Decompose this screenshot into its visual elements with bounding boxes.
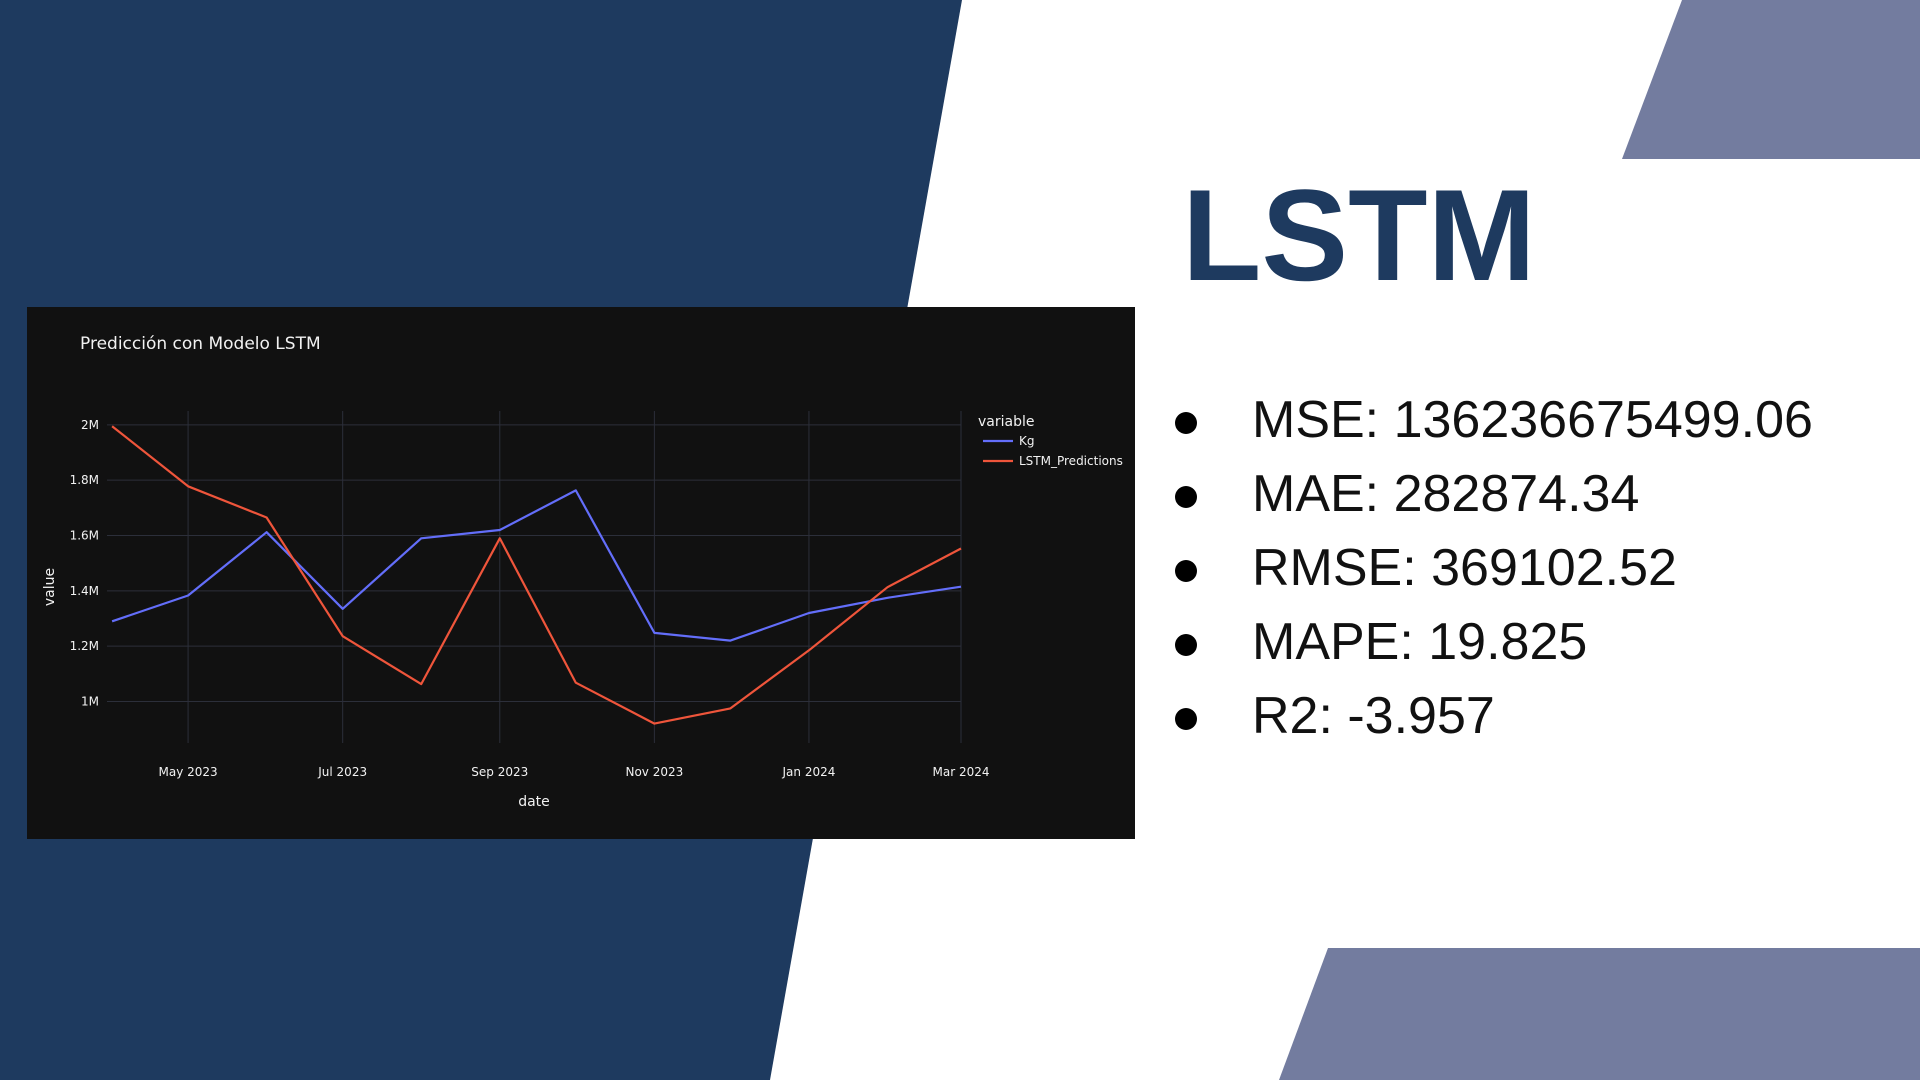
metric-r2: R2: -3.957 <box>1168 679 1813 753</box>
y-tick-label: 1.6M <box>70 529 99 543</box>
bullet-icon <box>1175 560 1197 582</box>
bullet-icon <box>1175 634 1197 656</box>
y-tick-label: 1M <box>81 695 99 709</box>
slate-shape-bottom-right <box>1279 948 1920 1080</box>
series-line-lstm_predictions <box>111 425 962 725</box>
axis-labels: 1M 1.2M 1.4M 1.6M 1.8M 2M May 2023 Jul 2023 Sep … <box>70 418 990 779</box>
bullet-icon <box>1175 708 1197 730</box>
metric-label: MAE: 282874.34 <box>1252 465 1640 523</box>
metric-mse: MSE: 136236675499.06 <box>1168 383 1813 457</box>
legend-label: LSTM_Predictions <box>1019 454 1123 468</box>
grid-lines <box>107 411 962 743</box>
slide-title: LSTM <box>1182 162 1536 308</box>
line-chart: 1M 1.2M 1.4M 1.6M 1.8M 2M May 2023 Jul 2023 Sep … <box>42 334 1123 810</box>
x-tick-label: Sep 2023 <box>471 765 528 779</box>
metric-mae: MAE: 282874.34 <box>1168 457 1813 531</box>
x-tick-label: Nov 2023 <box>625 765 683 779</box>
x-tick-label: May 2023 <box>159 765 218 779</box>
chart-panel: 1M 1.2M 1.4M 1.6M 1.8M 2M May 2023 Jul 2023 Sep … <box>27 307 1135 839</box>
metric-label: RMSE: 369102.52 <box>1252 539 1677 597</box>
legend-title: variable <box>978 414 1034 430</box>
y-axis-title: value <box>42 568 58 606</box>
metrics-list: MSE: 136236675499.06 MAE: 282874.34 RMSE… <box>1168 383 1813 753</box>
metric-mape: MAPE: 19.825 <box>1168 605 1813 679</box>
x-axis-title: date <box>518 794 550 810</box>
y-tick-label: 1.4M <box>70 584 99 598</box>
chart-legend: variable Kg LSTM_Predictions <box>978 414 1123 468</box>
series-line-kg <box>111 489 962 642</box>
metric-label: R2: -3.957 <box>1252 687 1495 745</box>
x-tick-label: Jul 2023 <box>317 765 367 779</box>
legend-label: Kg <box>1019 434 1035 448</box>
bullet-icon <box>1175 412 1197 434</box>
x-tick-label: Jan 2024 <box>782 765 836 779</box>
x-tick-label: Mar 2024 <box>933 765 990 779</box>
bullet-icon <box>1175 486 1197 508</box>
chart-title: Predicción con Modelo LSTM <box>80 334 321 354</box>
y-tick-label: 1.8M <box>70 473 99 487</box>
metric-rmse: RMSE: 369102.52 <box>1168 531 1813 605</box>
metric-label: MSE: 136236675499.06 <box>1252 391 1813 449</box>
y-tick-label: 1.2M <box>70 639 99 653</box>
y-tick-label: 2M <box>81 418 99 432</box>
slate-shape-top-right <box>1622 0 1920 159</box>
series-lines <box>111 425 962 725</box>
metric-label: MAPE: 19.825 <box>1252 613 1588 671</box>
